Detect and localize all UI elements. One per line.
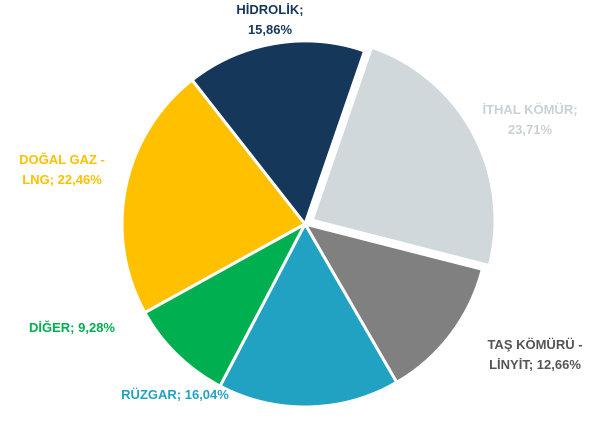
slice [190,39,367,228]
label-text: 15,86% [247,22,293,37]
slice [310,45,497,268]
slice [218,220,399,409]
slice [142,220,309,389]
data-label: TAŞ KÖMÜRÜ - LİNYİT; 12,66% [475,335,595,375]
data-label: RÜZGAR; 16,04% [105,385,245,405]
slice [120,77,308,315]
label-text: TAŞ KÖMÜRÜ - LİNYİT; [487,337,583,372]
label-text: DİĞER; [29,320,75,335]
label-text: 9,28% [78,320,115,335]
label-text: 12,66% [536,357,581,372]
label-text: HİDROLİK; [236,2,304,17]
label-text: 23,71% [507,122,553,137]
label-text: 16,04% [184,387,229,402]
label-text: 22,46% [57,172,102,187]
data-label: HİDROLİK; 15,86% [230,0,310,40]
slice [301,221,485,385]
data-label: DOĞAL GAZ - LNG; 22,46% [12,150,112,190]
data-label: İTHAL KÖMÜR; 23,71% [475,100,585,140]
data-label: DİĞER; 9,28% [12,318,132,338]
label-text: RÜZGAR; [121,387,182,402]
label-text: İTHAL KÖMÜR; [482,102,578,117]
label-text: DOĞAL GAZ - LNG; [19,152,105,187]
